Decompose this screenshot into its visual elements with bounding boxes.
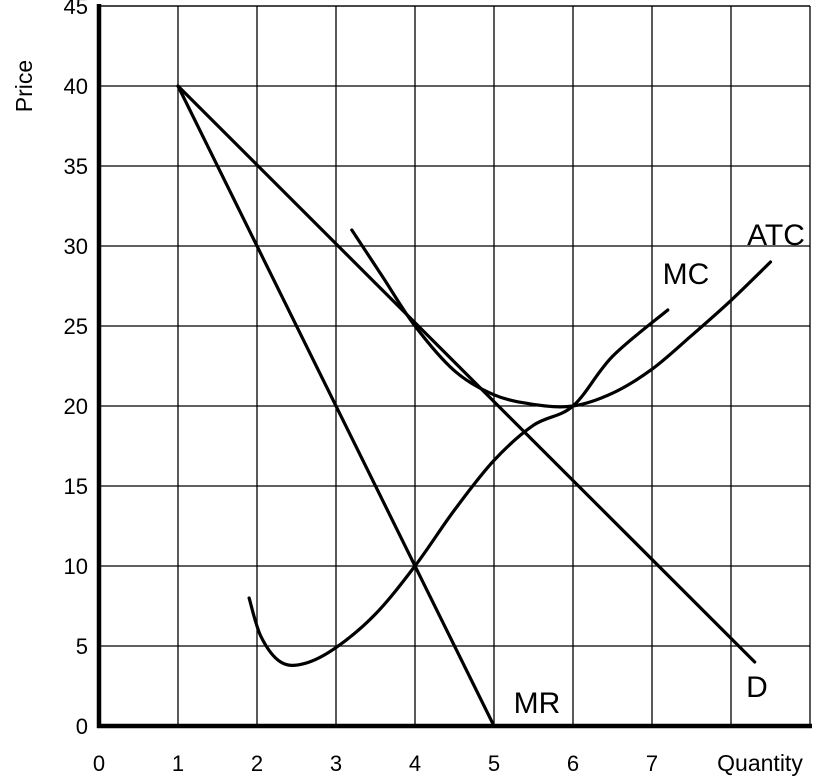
x-tick-label-5: 5: [488, 751, 500, 776]
curve-mr: [176, 84, 496, 728]
grid: [99, 5, 811, 726]
y-tick-label-20: 20: [64, 394, 88, 419]
curve-label-mr: MR: [514, 687, 561, 720]
y-axis-title: Price: [11, 60, 37, 112]
y-tick-label-15: 15: [64, 474, 88, 499]
curve-labels: D MR MC ATC: [514, 219, 805, 720]
curve-label-mc: MC: [663, 258, 710, 291]
x-tick-label-2: 2: [251, 751, 263, 776]
y-tick-label-10: 10: [64, 554, 88, 579]
x-tick-label-4: 4: [409, 751, 421, 776]
y-tick-label-40: 40: [64, 74, 88, 99]
y-tick-label-30: 30: [64, 234, 88, 259]
curve-atc: [350, 228, 773, 409]
y-tick-label-5: 5: [76, 634, 88, 659]
curve-label-atc: ATC: [747, 219, 805, 252]
x-tick-label-0: 0: [93, 751, 105, 776]
x-axis-title: Quantity: [717, 750, 803, 776]
x-tick-label-1: 1: [172, 751, 184, 776]
curves: [176, 84, 773, 728]
y-tick-label-25: 25: [64, 314, 88, 339]
curve-mc: [247, 308, 670, 667]
curve-d: [176, 84, 757, 664]
x-tick-label-7: 7: [646, 751, 658, 776]
axes: [96, 4, 812, 729]
x-tick-label-6: 6: [567, 751, 579, 776]
y-tick-label-0: 0: [76, 714, 88, 739]
y-tick-label-45: 45: [64, 0, 88, 19]
x-tick-label-3: 3: [330, 751, 342, 776]
curve-label-d: D: [746, 671, 768, 704]
y-tick-label-35: 35: [64, 154, 88, 179]
